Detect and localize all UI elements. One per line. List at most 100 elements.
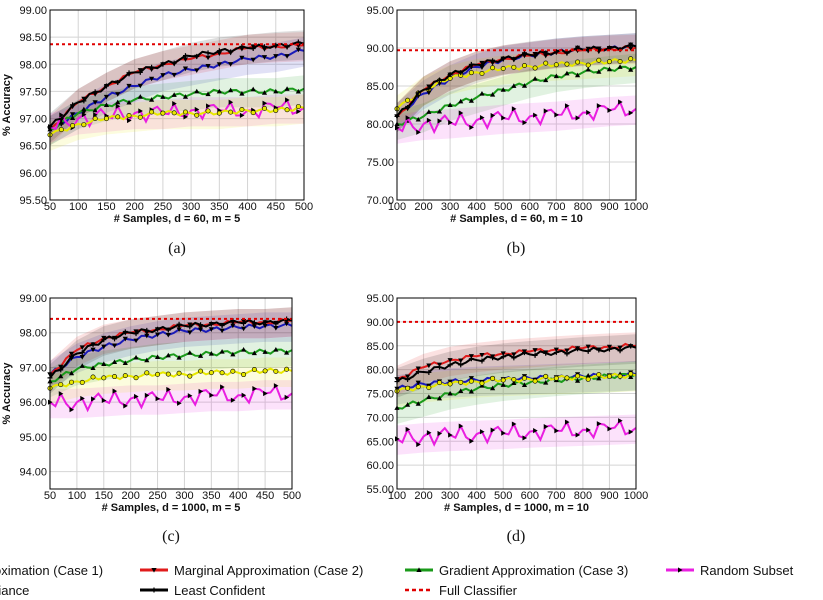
- point-variance: [284, 107, 290, 113]
- point-random_subset: [112, 388, 118, 394]
- point-gradient_case3: [149, 97, 155, 102]
- y-axis-label: % Accuracy: [1, 73, 13, 136]
- point-gradient_case3: [500, 87, 506, 92]
- point-gradient_case3: [219, 349, 225, 354]
- point-marginal_case2: [447, 358, 453, 363]
- point-least_confident: [205, 50, 211, 56]
- point-least_confident: [564, 351, 570, 357]
- point-gradient_case3: [479, 91, 485, 96]
- point-least_confident: [101, 337, 107, 343]
- x-tick-label: 200: [121, 490, 139, 502]
- point-least_confident: [90, 342, 96, 348]
- point-least_confident: [126, 70, 132, 76]
- point-random_subset: [586, 109, 591, 116]
- x-tick-label: 350: [202, 490, 220, 502]
- band-least_confident: [50, 307, 292, 394]
- x-tick-label: 400: [229, 490, 247, 502]
- point-gradient_case3: [405, 402, 411, 407]
- point-gradient_case3: [596, 69, 602, 74]
- x-tick-label: 800: [574, 490, 592, 502]
- point-random_subset: [155, 396, 161, 402]
- point-variance: [70, 123, 76, 129]
- point-random_subset: [586, 427, 591, 433]
- point-marginal_case1: [144, 333, 150, 339]
- point-variance: [187, 373, 193, 379]
- point-gradient_case3: [69, 115, 76, 120]
- point-random_subset: [437, 118, 443, 124]
- point-least_confident: [273, 321, 279, 327]
- point-marginal_case1: [284, 321, 290, 327]
- point-marginal_case1: [122, 336, 128, 342]
- point-variance: [617, 373, 623, 379]
- point-marginal_case2: [479, 353, 485, 358]
- point-gradient_case3: [628, 67, 634, 72]
- point-marginal_case1: [111, 343, 118, 349]
- point-marginal_case2: [585, 344, 591, 350]
- point-marginal_case1: [194, 68, 200, 73]
- point-random_subset: [187, 393, 193, 399]
- point-least_confident: [585, 348, 591, 354]
- point-gradient_case3: [284, 350, 290, 355]
- band-variance: [397, 46, 636, 125]
- point-least_confident: [596, 46, 602, 52]
- point-least_confident: [479, 358, 485, 364]
- series-random_subset: [396, 99, 637, 135]
- point-random_subset: [127, 117, 132, 124]
- point-gradient_case3: [490, 385, 496, 391]
- y-tick-label: 75.00: [366, 157, 394, 169]
- point-variance: [426, 385, 432, 391]
- series-least_confident: [49, 317, 293, 379]
- point-marginal_case2: [182, 57, 189, 63]
- point-gradient_case3: [208, 350, 214, 356]
- point-variance: [575, 59, 581, 65]
- point-least_confident: [500, 56, 506, 62]
- x-tick-label: 150: [97, 201, 115, 213]
- point-gradient_case3: [468, 98, 474, 103]
- series-variance: [49, 105, 305, 136]
- point-marginal_case2: [628, 46, 634, 51]
- x-tick-label: 350: [210, 201, 228, 213]
- point-least_confident: [81, 98, 87, 104]
- point-marginal_case1: [415, 380, 421, 386]
- point-gradient_case3: [284, 86, 290, 91]
- band-random_subset: [397, 95, 636, 144]
- point-variance: [436, 380, 442, 386]
- point-variance: [521, 63, 527, 69]
- point-least_confident: [468, 356, 474, 362]
- point-gradient_case3: [241, 347, 247, 352]
- point-random_subset: [416, 441, 421, 448]
- point-variance: [500, 377, 506, 383]
- y-tick-label: 97.00: [19, 114, 47, 126]
- point-variance: [144, 370, 150, 376]
- x-tick-label: 900: [600, 490, 618, 502]
- plot-area: [50, 10, 304, 200]
- point-marginal_case2: [405, 374, 411, 380]
- point-random_subset: [575, 432, 581, 438]
- point-random_subset: [194, 106, 200, 113]
- point-least_confident: [405, 105, 411, 111]
- point-gradient_case3: [585, 66, 591, 72]
- point-random_subset: [469, 438, 474, 444]
- point-marginal_case1: [182, 66, 189, 72]
- point-marginal_case1: [126, 83, 132, 89]
- point-least_confident: [262, 319, 268, 325]
- point-variance: [155, 371, 161, 377]
- plot-frame: [396, 9, 637, 201]
- point-marginal_case1: [250, 57, 256, 63]
- x-tick-label: 1000: [624, 201, 648, 213]
- x-tick-label: 150: [95, 490, 113, 502]
- point-gradient_case3: [511, 83, 517, 88]
- x-tick-label: 50: [44, 490, 56, 502]
- legend-label: oximation (Case 1): [0, 563, 103, 578]
- point-random_subset: [511, 421, 517, 427]
- point-gradient_case3: [426, 394, 432, 399]
- y-tick-label: 85.00: [366, 81, 394, 93]
- point-gradient_case3: [553, 73, 559, 79]
- subfigure-caption: (a): [168, 240, 186, 257]
- legend-item-full_classifier: Full Classifier: [405, 583, 518, 598]
- band-marginal_case2: [397, 34, 636, 133]
- legend-item-random_subset: Random Subset: [666, 563, 794, 578]
- point-gradient_case3: [426, 109, 432, 114]
- point-variance: [490, 65, 496, 71]
- point-marginal_case1: [103, 94, 110, 100]
